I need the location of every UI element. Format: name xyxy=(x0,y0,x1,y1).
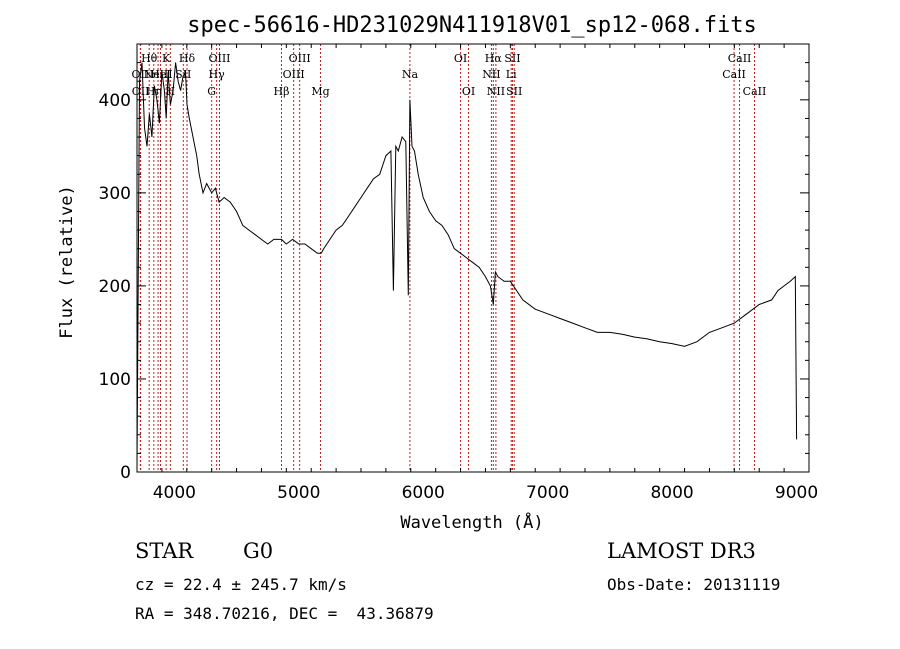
object-class: STAR xyxy=(135,539,194,563)
spectral-line-label: Mg xyxy=(311,85,329,98)
spectral-line-label: G xyxy=(207,85,216,98)
spectral-line-label: CaII xyxy=(743,85,767,98)
spectral-line-label: OIII xyxy=(208,52,230,65)
spectral-line-label: SII xyxy=(504,52,520,65)
spectral-line-label: OI xyxy=(462,85,475,98)
y-axis-ticks: 0 100 200 300 400 xyxy=(99,43,809,483)
spectral-line-label: Li xyxy=(506,68,517,81)
spectral-line-label: K xyxy=(162,52,171,65)
spectral-line-label: Hθ xyxy=(141,52,158,65)
spectral-line-label: HeI xyxy=(150,68,170,81)
spectral-line-label: Na xyxy=(402,68,419,81)
spectral-line-label: Hδ xyxy=(179,52,196,65)
x-axis-label: Wavelength (Å) xyxy=(400,511,543,533)
spectral-line-label: OI xyxy=(454,52,467,65)
spectrum-series-line xyxy=(136,62,798,468)
y-tick-label: 0 xyxy=(120,463,131,483)
spectral-line-label: NII xyxy=(487,85,505,98)
chart-title: spec-56616-HD231029N411918V01_sp12-068.f… xyxy=(187,13,757,38)
ra-dec-coordinates: RA = 348.70216, DEC = 43.36879 xyxy=(135,604,434,623)
spectral-line-markers xyxy=(139,44,755,472)
spectral-line-label: NII xyxy=(482,68,500,81)
spectral-line-label: OII xyxy=(132,85,150,98)
spectral-line-label: H xyxy=(166,85,176,98)
spectral-line-label: SII xyxy=(175,68,191,81)
spectral-line-label: Hβ xyxy=(274,85,290,98)
x-tick-label: 6000 xyxy=(402,483,445,503)
spectral-line-label: NeIII xyxy=(143,68,172,81)
plot-frame xyxy=(136,43,810,473)
observation-date: Obs-Date: 20131119 xyxy=(607,575,781,594)
spectral-line-label: CaII xyxy=(728,52,752,65)
x-tick-label: 4000 xyxy=(153,483,196,503)
y-tick-label: 200 xyxy=(99,277,131,297)
x-axis-ticks: 4000 5000 6000 7000 8000 9000 xyxy=(136,44,818,503)
x-tick-label: 7000 xyxy=(526,483,569,503)
x-tick-label: 8000 xyxy=(650,483,693,503)
survey-name: LAMOST DR3 xyxy=(607,539,756,563)
spectral-line-label: Hα xyxy=(485,52,503,65)
y-axis-label: Flux (relative) xyxy=(57,185,77,339)
spectral-line-label: SII xyxy=(506,85,522,98)
x-tick-label: 9000 xyxy=(775,483,818,503)
x-tick-label: 5000 xyxy=(277,483,320,503)
y-tick-label: 400 xyxy=(99,91,131,111)
spectral-line-label: OIII xyxy=(289,52,311,65)
spectral-line-label: Hγ xyxy=(209,68,226,81)
spectral-line-labels: OIIOIIHθHηNeIIIHeIKHSIIHδGHγOIIIHβOIIIOI… xyxy=(132,52,767,98)
y-tick-label: 100 xyxy=(99,370,131,390)
redshift-cz: cz = 22.4 ± 245.7 km/s xyxy=(135,575,347,594)
spectral-line-label: CaII xyxy=(722,68,746,81)
spectral-line-label: OIII xyxy=(283,68,305,81)
object-subclass: G0 xyxy=(243,539,274,563)
y-tick-label: 300 xyxy=(99,184,131,204)
